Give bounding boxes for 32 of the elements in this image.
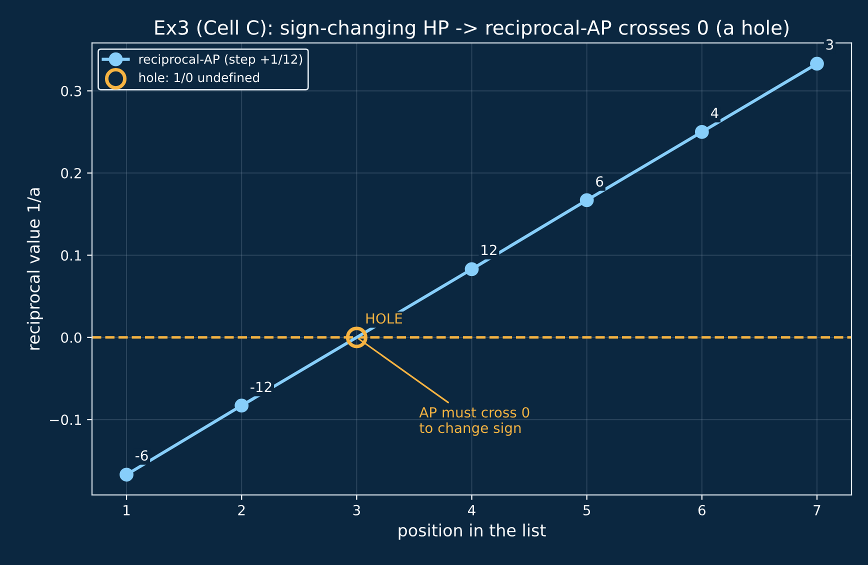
point: [234, 398, 249, 413]
annotation: 3: [826, 39, 834, 50]
annotation: 4: [710, 108, 718, 118]
point: [346, 326, 368, 348]
x-tick-label: 1: [124, 505, 130, 516]
annotation: -12: [250, 382, 272, 392]
point: [580, 193, 594, 208]
legend-label: hole: 1/0 undefined: [139, 72, 260, 84]
x-tick-label: 3: [353, 504, 360, 516]
y-tick-label: 0.2: [61, 168, 81, 179]
annotation: 12: [482, 244, 496, 256]
x-tick-label: 5: [583, 505, 590, 516]
y-tick-label: 0.1: [61, 250, 82, 261]
y-axis-title: reciprocal value 1/a: [26, 188, 44, 350]
x-tick-label: 4: [468, 505, 476, 516]
y-tick-label: 0.0: [61, 332, 82, 343]
annotation: HOLE: [366, 313, 402, 324]
x-axis-title: position in the list: [398, 524, 546, 540]
legend-label: reciprocal-AP (step +1/12): [139, 54, 302, 66]
y-tick-label: 0.3: [61, 86, 82, 96]
point: [464, 262, 479, 276]
annotation: -6: [136, 450, 148, 461]
annotation: AP must cross 0 to change sign: [419, 407, 530, 436]
x-tick-label: 6: [698, 504, 706, 516]
point: [810, 56, 824, 71]
annotation: 6: [596, 176, 604, 187]
point: [694, 125, 709, 139]
chart-title: Ex3 (Cell C): sign-changing HP -> reciprocal-AP crosses 0 (a hole): [155, 20, 788, 39]
x-tick-label: 2: [238, 504, 245, 516]
point: [120, 468, 134, 482]
y-tick-label: −0.1: [50, 414, 82, 426]
x-tick-label: 7: [814, 505, 820, 516]
